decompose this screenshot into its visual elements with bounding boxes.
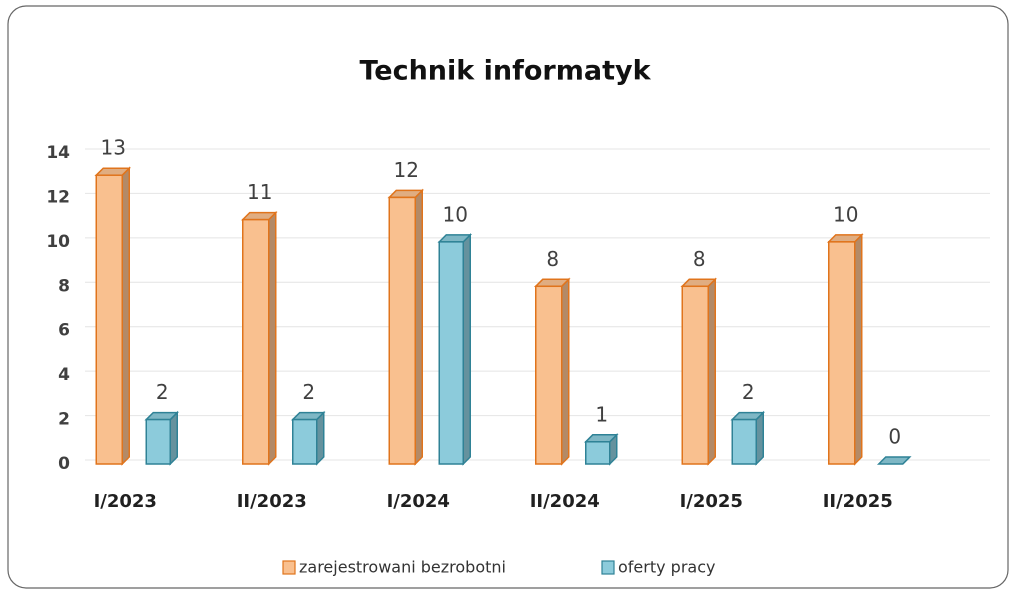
value-label: 8 — [693, 247, 706, 271]
bar — [535, 285, 563, 465]
x-tick-label: II/2025 — [823, 491, 893, 512]
value-label: 10 — [833, 202, 858, 226]
y-tick-label: 8 — [58, 276, 70, 296]
value-label: 12 — [394, 158, 419, 182]
y-tick-label: 2 — [58, 410, 70, 430]
x-tick-label: I/2023 — [94, 491, 157, 512]
x-tick-label: II/2023 — [237, 491, 307, 512]
legend-swatch — [282, 560, 296, 575]
value-label: 11 — [247, 180, 272, 204]
bar-top — [387, 189, 425, 199]
value-label: 2 — [742, 380, 755, 404]
chart-title: Technik informatyk — [359, 56, 651, 87]
value-label: 1 — [595, 402, 608, 426]
bar-top — [826, 234, 864, 243]
bar-top — [94, 167, 132, 176]
bar-side — [169, 410, 178, 466]
y-tick-label: 10 — [46, 232, 70, 252]
bar-top — [240, 211, 278, 221]
bar — [438, 241, 464, 465]
bar — [585, 441, 611, 465]
bar-side — [561, 277, 570, 466]
bar-side — [462, 233, 471, 466]
y-tick-label: 14 — [46, 143, 70, 163]
bar — [242, 218, 270, 465]
bar-side — [268, 210, 277, 466]
value-label: 13 — [101, 136, 126, 160]
bar-side — [707, 277, 716, 466]
bar-top — [876, 456, 912, 465]
legend-label: zarejestrowani bezrobotni — [299, 558, 506, 577]
y-tick-label: 0 — [58, 454, 70, 474]
bar — [828, 241, 856, 465]
bar — [681, 285, 709, 465]
legend-swatch — [601, 560, 615, 575]
bar — [292, 418, 318, 465]
value-label: 8 — [546, 247, 559, 271]
bar — [95, 174, 123, 465]
bar-top — [533, 278, 571, 288]
bar-side — [316, 410, 325, 466]
legend-label: oferty pracy — [618, 558, 715, 577]
x-tick-label: I/2024 — [387, 491, 450, 512]
bar-top — [680, 278, 718, 288]
value-label: 2 — [156, 380, 169, 404]
y-tick-label: 12 — [46, 187, 70, 207]
x-tick-label: II/2024 — [530, 491, 600, 512]
bar — [145, 418, 171, 465]
y-tick-label: 6 — [58, 321, 70, 341]
bar-side — [755, 410, 764, 466]
bar-side — [121, 166, 130, 466]
value-label: 0 — [888, 425, 901, 449]
value-label: 2 — [302, 380, 315, 404]
bar — [731, 418, 757, 465]
bar — [388, 196, 416, 465]
x-tick-label: I/2025 — [680, 491, 743, 512]
bar-side — [854, 233, 863, 466]
y-tick-label: 4 — [58, 365, 70, 385]
bar-side — [414, 188, 423, 466]
value-label: 10 — [443, 202, 468, 226]
